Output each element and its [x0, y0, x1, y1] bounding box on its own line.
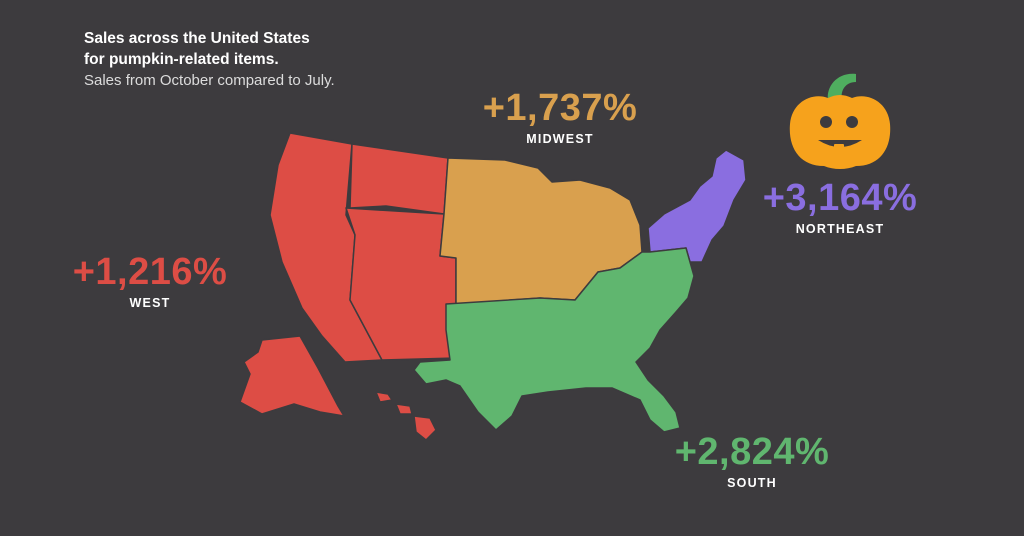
pumpkin-icon	[789, 73, 891, 169]
stat-west-value: +1,216%	[72, 251, 228, 293]
stat-midwest-label: MIDWEST	[526, 132, 594, 146]
hawaii-shape	[395, 403, 413, 415]
region-west	[239, 132, 457, 441]
stat-west: +1,216% WEST	[60, 252, 240, 310]
state-shape	[269, 132, 383, 363]
stat-northeast-value: +3,164%	[762, 177, 918, 219]
stat-south: +2,824% SOUTH	[660, 432, 844, 490]
map-subtitle: Sales from October compared to July.	[84, 72, 335, 89]
region-south	[413, 247, 695, 433]
state-shape	[647, 149, 747, 263]
state-shape	[349, 143, 449, 215]
region-northeast	[647, 149, 747, 263]
stat-northeast: +3,164% NORTHEAST	[748, 178, 932, 236]
map-title-line1: Sales across the United States	[84, 30, 310, 47]
stat-south-label: SOUTH	[727, 476, 777, 490]
map-title-line2: for pumpkin-related items.	[84, 51, 279, 68]
hawaii-shape	[413, 415, 437, 441]
alaska-shape	[239, 335, 345, 417]
stat-south-value: +2,824%	[674, 431, 830, 473]
stat-midwest-value: +1,737%	[482, 87, 638, 129]
stat-northeast-label: NORTHEAST	[795, 222, 885, 236]
hawaii-shape	[375, 391, 393, 403]
title-block: Sales across the United States for pumpk…	[84, 28, 404, 91]
stat-midwest: +1,737% MIDWEST	[470, 88, 650, 146]
stat-west-label: WEST	[129, 296, 171, 310]
state-shape	[413, 247, 695, 433]
